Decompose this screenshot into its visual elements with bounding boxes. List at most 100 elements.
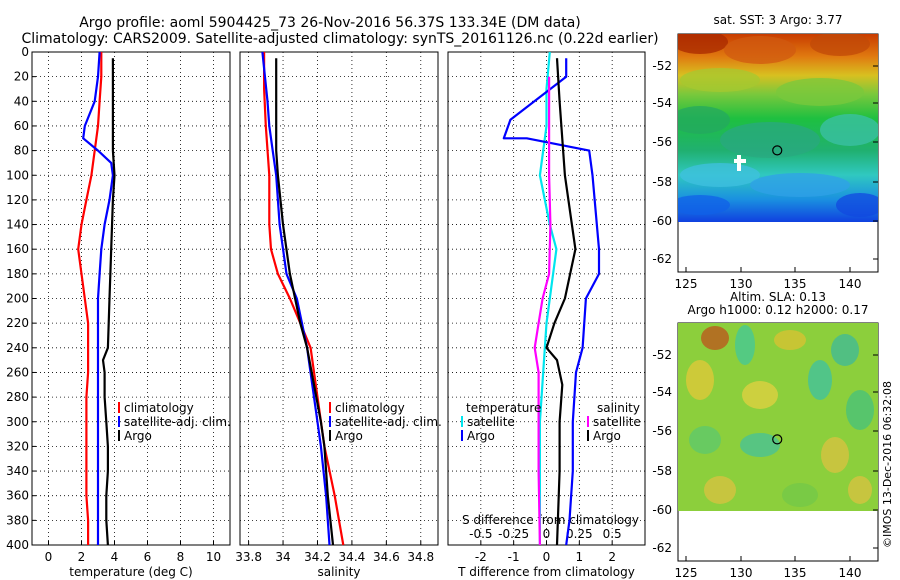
sla-map-subtitle: Argo h1000: 0.12 h2000: 0.17 [688, 303, 869, 317]
sla-texture-blob [782, 483, 818, 507]
sst-texture-blob [680, 68, 760, 92]
legend-swatch-satellite [118, 416, 120, 427]
sst-map-title: sat. SST: 3 Argo: 3.77 [714, 13, 843, 27]
y-tick-label: 280 [6, 390, 29, 404]
legend-label-satellite: satellite-adj. clim. [335, 415, 442, 429]
x-tick-label: 34.8 [407, 550, 434, 564]
y-tick-label: 20 [14, 70, 29, 84]
sla-texture-blob [701, 326, 729, 350]
legend-swatch-argo [329, 430, 331, 441]
legend-swatch-climatology [118, 402, 120, 413]
legend-label-s-satellite: satellite [593, 415, 641, 429]
legend-swatch-t-argo [461, 430, 463, 441]
sst-texture-blob [680, 163, 760, 187]
secondary-x-tick-label: -0.25 [498, 527, 529, 541]
plot-frame [239, 51, 439, 546]
x-tick-label: 34.2 [304, 550, 331, 564]
x-tick-label: 2 [78, 550, 86, 564]
sst-texture-blob [836, 193, 878, 217]
secondary-x-tick-label: -0.5 [469, 527, 492, 541]
lon-tick-label: 125 [675, 566, 698, 580]
salinity-legend: climatology satellite-adj. clim. Argo [329, 401, 442, 443]
sla-texture-blob [735, 325, 755, 365]
lat-tick-label: -56 [652, 424, 672, 438]
y-tick-label: 120 [6, 193, 29, 207]
sla-map: Altim. SLA: 0.13 Argo h1000: 0.12 h2000:… [652, 290, 879, 580]
sla-texture-blob [831, 334, 859, 366]
legend-label-argo: Argo [335, 429, 363, 443]
lat-tick-label: -52 [652, 59, 672, 73]
sla-texture-blob [686, 360, 714, 400]
secondary-axis-label: S difference from climatology [462, 513, 639, 527]
y-tick-label: 200 [6, 292, 29, 306]
x-axis-label: salinity [317, 565, 360, 579]
y-tick-label: 160 [6, 242, 29, 256]
difference-legend: temperature satellite Argo salinity sate… [461, 401, 641, 443]
y-tick-label: 220 [6, 316, 29, 330]
header-line-1: Argo profile: aoml 5904425_73 26-Nov-201… [79, 15, 581, 31]
sst-field-texture [678, 34, 878, 217]
sst-texture-blob [678, 34, 728, 54]
x-tick-label: 1 [576, 550, 584, 564]
legend-swatch-t-satellite [461, 416, 463, 427]
lat-tick-label: -62 [652, 252, 672, 266]
y-tick-label: 360 [6, 489, 29, 503]
x-tick-label: -2 [475, 550, 487, 564]
legend-label-s-argo: Argo [593, 429, 621, 443]
x-tick-label: 10 [206, 550, 221, 564]
sla-map-title: Altim. SLA: 0.13 [730, 290, 826, 304]
sla-texture-blob [704, 476, 736, 504]
sla-texture-blob [742, 381, 778, 409]
series-line-satellite-adj-clim- [261, 51, 331, 546]
x-tick-label: -1 [508, 550, 520, 564]
series-line-argo [275, 58, 335, 546]
sst-texture-blob [750, 173, 850, 197]
x-tick-label: 4 [111, 550, 119, 564]
legend-swatch-s-argo [587, 430, 589, 441]
lat-tick-label: -54 [652, 385, 672, 399]
lat-tick-label: -54 [652, 96, 672, 110]
sla-texture-blob [846, 390, 874, 430]
y-tick-label: 60 [14, 119, 29, 133]
sst-texture-blob [810, 34, 870, 56]
sst-missing-data [734, 159, 746, 163]
salinity-panel: 33.8 34 34.2 34.4 34.6 34.8 salinity [235, 51, 439, 579]
lat-tick-label: -60 [652, 214, 672, 228]
y-tick-label: 260 [6, 365, 29, 379]
secondary-x-tick-label: 0.5 [603, 527, 622, 541]
sla-field-texture [686, 325, 874, 507]
legend-title-salinity: salinity [597, 401, 640, 415]
secondary-x-tick-label: 0 [543, 527, 551, 541]
legend-label-satellite: satellite-adj. clim. [124, 415, 231, 429]
legend-label-t-satellite: satellite [467, 415, 515, 429]
legend-label-climatology: climatology [124, 401, 194, 415]
legend-swatch-satellite [329, 416, 331, 427]
difference-panel: -2 -1 0 1 2T difference from climatology S di… [447, 51, 646, 579]
x-axis-label: T difference from climatology [457, 565, 635, 579]
sst-texture-blob [720, 122, 820, 158]
y-tick-label: 100 [6, 168, 29, 182]
y-tick-label: 80 [14, 144, 29, 158]
lon-tick-label: 140 [839, 277, 862, 291]
lat-tick-label: -58 [652, 175, 672, 189]
lat-tick-label: -60 [652, 503, 672, 517]
legend-label-argo: Argo [124, 429, 152, 443]
sla-texture-blob [740, 433, 780, 457]
temperature-legend: climatology satellite-adj. clim. Argo [118, 401, 231, 443]
sla-texture-blob [821, 437, 849, 473]
x-tick-label: 6 [144, 550, 152, 564]
argo-position-marker [772, 434, 783, 445]
header-line-2: Climatology: CARS2009. Satellite-adjuste… [21, 31, 658, 47]
legend-label-t-argo: Argo [467, 429, 495, 443]
x-tick-label: 0 [45, 550, 53, 564]
sla-texture-blob [774, 330, 806, 350]
series-line-climatology [77, 52, 103, 545]
imos-watermark: ©IMOS 13-Dec-2016 06:32:08 [881, 381, 894, 548]
sst-texture-blob [724, 36, 796, 64]
x-tick-label: 8 [177, 550, 185, 564]
sst-map: sat. SST: 3 Argo: 3.77 -52 -54 -56 -58 -60 -6… [652, 13, 879, 291]
series-line-t-satellite [538, 51, 558, 545]
